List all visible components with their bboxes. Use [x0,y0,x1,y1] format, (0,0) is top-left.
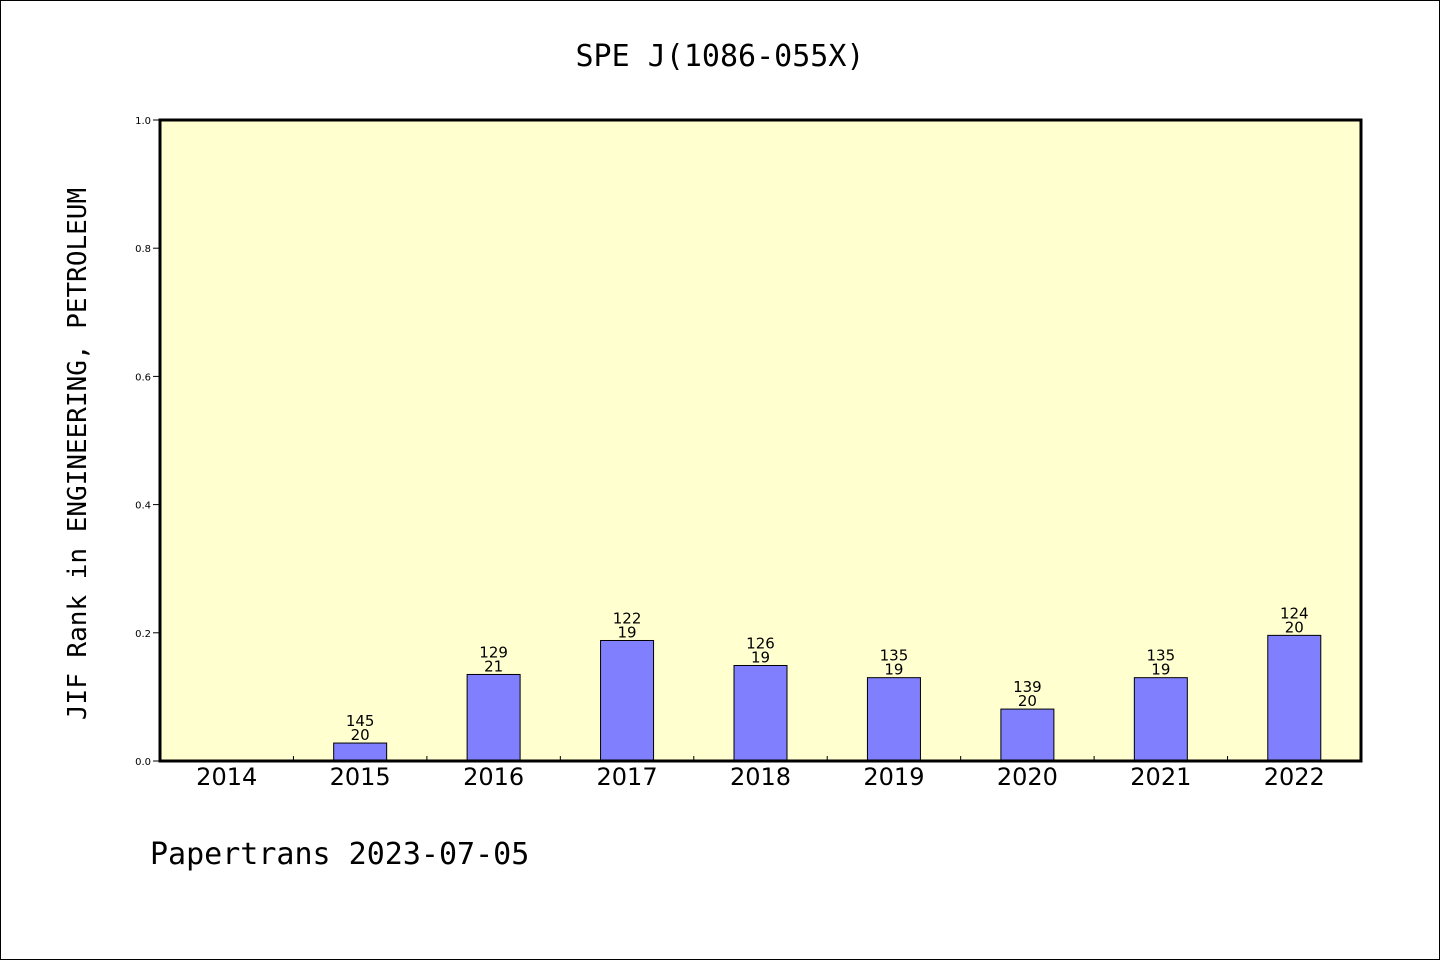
bar-rank-label: 135 [880,647,909,665]
chart-title: SPE J(1086-055X) [576,39,865,74]
bar-total-label: 19 [884,661,903,679]
x-tick-label: 2022 [1264,763,1325,791]
y-tick-label: 0.4 [135,501,151,512]
bar [333,742,388,762]
bar-rank-label: 122 [613,609,642,627]
x-tick-label: 2018 [730,763,791,791]
bar-rank-label: 145 [346,712,375,730]
x-tick-label: 2016 [463,763,524,791]
bar-total-label: 21 [484,657,503,675]
bar-rank-label: 139 [1013,678,1042,696]
x-tick-label: 2021 [1130,763,1191,791]
bar-rank-label: 135 [1147,647,1176,665]
bar [733,664,788,762]
x-tick-label: 2014 [196,763,257,791]
bar-total-label: 19 [618,623,637,641]
y-tick-label: 0.0 [135,757,151,768]
bar-total-label: 20 [1018,692,1037,710]
bar-rank-label: 129 [479,643,508,661]
x-tick-label: 2019 [863,763,924,791]
bar [866,677,921,762]
plot-area [160,120,1361,761]
bar-total-label: 19 [1151,661,1170,679]
x-tick-label: 2015 [330,763,391,791]
y-tick-label: 0.8 [135,244,151,255]
bar-total-label: 20 [1285,618,1304,636]
bar-rank-label: 124 [1280,604,1309,622]
x-axis-ticks: 2014 2015 2016 2017 2018 2019 2020 2021 2022 [196,756,1325,791]
bar [1133,677,1188,762]
y-tick-label: 0.2 [135,629,151,640]
bars-group [333,634,1322,762]
bar-rank-label: 126 [746,634,775,652]
bar [600,639,655,762]
plot-border [158,118,1363,763]
bar [466,673,521,762]
y-tick-label: 0.6 [135,372,151,383]
x-tick-label: 2017 [597,763,658,791]
bar [1267,634,1322,762]
bar-total-label: 19 [751,648,770,666]
bar-total-label: 20 [351,726,370,744]
footer-source-date: Papertrans 2023-07-05 [150,837,529,872]
y-axis-ticks: 0.0 0.2 0.4 0.6 0.8 1.0 [135,116,160,768]
x-tick-label: 2020 [997,763,1058,791]
y-tick-label: 1.0 [135,116,151,127]
bar [1000,708,1055,762]
y-axis-label: JIF Rank in ENGINEERING, PETROLEUM [63,188,93,720]
